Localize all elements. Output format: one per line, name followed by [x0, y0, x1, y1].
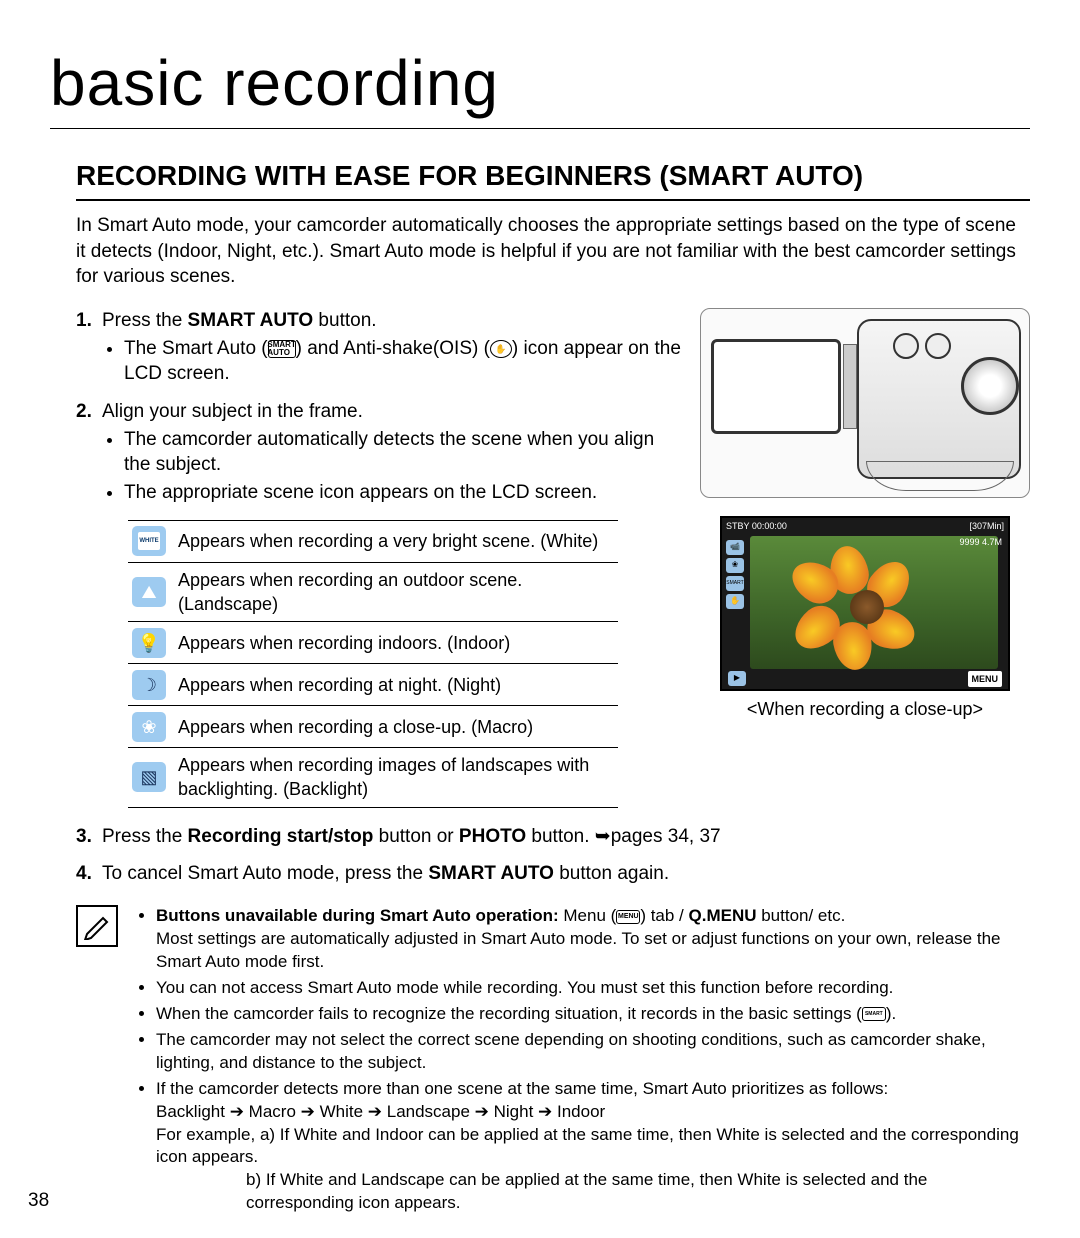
note-box: Buttons unavailable during Smart Auto op… [76, 905, 1030, 1218]
note-2: You can not access Smart Auto mode while… [156, 977, 1030, 1000]
text-bold: SMART AUTO [428, 863, 554, 884]
chapter-title: basic recording [50, 40, 1030, 129]
text: When the camcorder fails to recognize th… [156, 1004, 862, 1023]
intro-paragraph: In Smart Auto mode, your camcorder autom… [76, 213, 1030, 290]
scene-type-icon: WHITE [132, 526, 166, 556]
step-1: Press the SMART AUTO button. The Smart A… [76, 308, 682, 387]
example-a: a) If White and Indoor can be applied at… [156, 1125, 1019, 1167]
lcd-counter: 9999 4.7M [959, 536, 1002, 548]
scene-description: Appears when recording an outdoor scene.… [178, 568, 614, 617]
lcd-status: STBY 00:00:00 [726, 520, 787, 536]
lcd-top-bar: STBY 00:00:00 [307Min] [726, 520, 1004, 536]
smart-auto-icon: SMARTAUTO [268, 340, 296, 358]
text: To cancel Smart Auto mode, press the [102, 863, 428, 884]
lcd-preview: STBY 00:00:00 [307Min] 9999 4.7M 📹 ❀ SMA… [720, 516, 1010, 691]
note-1: Buttons unavailable during Smart Auto op… [156, 905, 1030, 974]
scene-type-icon: ❀ [132, 712, 166, 742]
flower-center [850, 590, 884, 624]
remaining-steps: Press the Recording start/stop button or… [76, 824, 1030, 887]
lcd-side-icons: 📹 ❀ SMART ✋ [726, 540, 744, 609]
scene-row: ☽ Appears when recording at night. (Night… [128, 664, 618, 706]
scene-row: ▧ Appears when recording images of landsc… [128, 748, 618, 808]
scene-type-icon: ⛰ [132, 577, 166, 607]
lcd-bottom-bar: ▶ MENU [728, 671, 1002, 687]
step-list: Press the SMART AUTO button. The Smart A… [76, 308, 682, 505]
text: Press the [102, 310, 188, 331]
camcorder-lens [961, 357, 1019, 415]
scene-description: Appears when recording a very bright sce… [178, 529, 614, 553]
text: button or [373, 826, 459, 847]
camcorder-lcd [711, 339, 841, 434]
step-2-bullet-2: The appropriate scene icon appears on th… [124, 480, 682, 506]
lcd-smart-icon: SMART [726, 576, 744, 591]
section-title: RECORDING WITH EASE FOR BEGINNERS (SMART… [76, 157, 1030, 201]
illustration-column: STBY 00:00:00 [307Min] 9999 4.7M 📹 ❀ SMA… [700, 308, 1030, 808]
text-bold: PHOTO [459, 826, 526, 847]
lcd-ois-icon: ✋ [726, 594, 744, 609]
text: button. ➥pages 34, 37 [526, 826, 720, 847]
text: ) and Anti-shake(OIS) ( [296, 338, 490, 359]
camcorder-button [893, 333, 919, 359]
note-icon [76, 905, 118, 947]
scene-row: 💡 Appears when recording indoors. (Indoor… [128, 622, 618, 664]
lcd-macro-icon: ❀ [726, 558, 744, 573]
text: button again. [554, 863, 669, 884]
text: ). [886, 1004, 896, 1023]
step-1-text: Press the SMART AUTO button. [102, 310, 377, 331]
two-column-layout: Press the SMART AUTO button. The Smart A… [76, 308, 1030, 808]
lcd-caption: <When recording a close-up> [700, 697, 1030, 721]
step-3: Press the Recording start/stop button or… [76, 824, 1030, 850]
text: ) tab / [640, 906, 688, 925]
step-2-bullet-1: The camcorder automatically detects the … [124, 427, 682, 478]
note-3: When the camcorder fails to recognize th… [156, 1003, 1030, 1026]
note-5: If the camcorder detects more than one s… [156, 1078, 1030, 1216]
text-bold: SMART AUTO [188, 310, 314, 331]
scene-type-icon: 💡 [132, 628, 166, 658]
ois-icon: ✋ [490, 340, 512, 358]
text-bold: Buttons unavailable during Smart Auto op… [156, 906, 559, 925]
text: Most settings are automatically adjusted… [156, 929, 1000, 971]
camcorder-illustration [700, 308, 1030, 498]
camcorder-strap [866, 461, 1014, 491]
step-2: Align your subject in the frame. The cam… [76, 399, 682, 506]
step-2-text: Align your subject in the frame. [102, 401, 363, 422]
instructions-column: Press the SMART AUTO button. The Smart A… [76, 308, 682, 808]
scene-type-icon: ▧ [132, 762, 166, 792]
step-1-bullet-1: The Smart Auto (SMARTAUTO) and Anti-shak… [124, 336, 682, 387]
text: For example, [156, 1125, 260, 1144]
note-list: Buttons unavailable during Smart Auto op… [134, 905, 1030, 1218]
step-4: To cancel Smart Auto mode, press the SMA… [76, 861, 1030, 887]
scene-description: Appears when recording indoors. (Indoor) [178, 631, 614, 655]
text: button. [313, 310, 376, 331]
scene-type-icon: ☽ [132, 670, 166, 700]
lcd-play-icon: ▶ [728, 671, 746, 686]
text-bold: Recording start/stop [188, 826, 374, 847]
camcorder-hinge [843, 344, 857, 429]
text: Menu ( [559, 906, 617, 925]
scene-description: Appears when recording images of landsca… [178, 753, 614, 802]
note-4: The camcorder may not select the correct… [156, 1029, 1030, 1075]
example-b: b) If White and Landscape can be applied… [156, 1169, 1030, 1215]
scene-row: ❀ Appears when recording a close-up. (Mac… [128, 706, 618, 748]
text: The Smart Auto ( [124, 338, 268, 359]
text: If the camcorder detects more than one s… [156, 1079, 888, 1098]
menu-icon: MENU [616, 910, 640, 924]
camcorder-button [925, 333, 951, 359]
scene-icon-table: WHITE Appears when recording a very brigh… [128, 520, 618, 808]
smart-auto-icon: SMART [862, 1007, 886, 1021]
priority-chain: Backlight ➔ Macro ➔ White ➔ Landscape ➔ … [156, 1102, 605, 1121]
text-bold: Q.MENU [689, 906, 757, 925]
lcd-time-remaining: [307Min] [969, 520, 1004, 536]
scene-row: WHITE Appears when recording a very brigh… [128, 521, 618, 563]
lcd-menu-button: MENU [968, 671, 1003, 687]
text: button/ etc. [757, 906, 846, 925]
lcd-mode-icon: 📹 [726, 540, 744, 555]
page-number: 38 [28, 1188, 49, 1214]
scene-description: Appears when recording at night. (Night) [178, 673, 614, 697]
text: Press the [102, 826, 188, 847]
scene-row: ⛰ Appears when recording an outdoor scene… [128, 563, 618, 623]
scene-description: Appears when recording a close-up. (Macr… [178, 715, 614, 739]
